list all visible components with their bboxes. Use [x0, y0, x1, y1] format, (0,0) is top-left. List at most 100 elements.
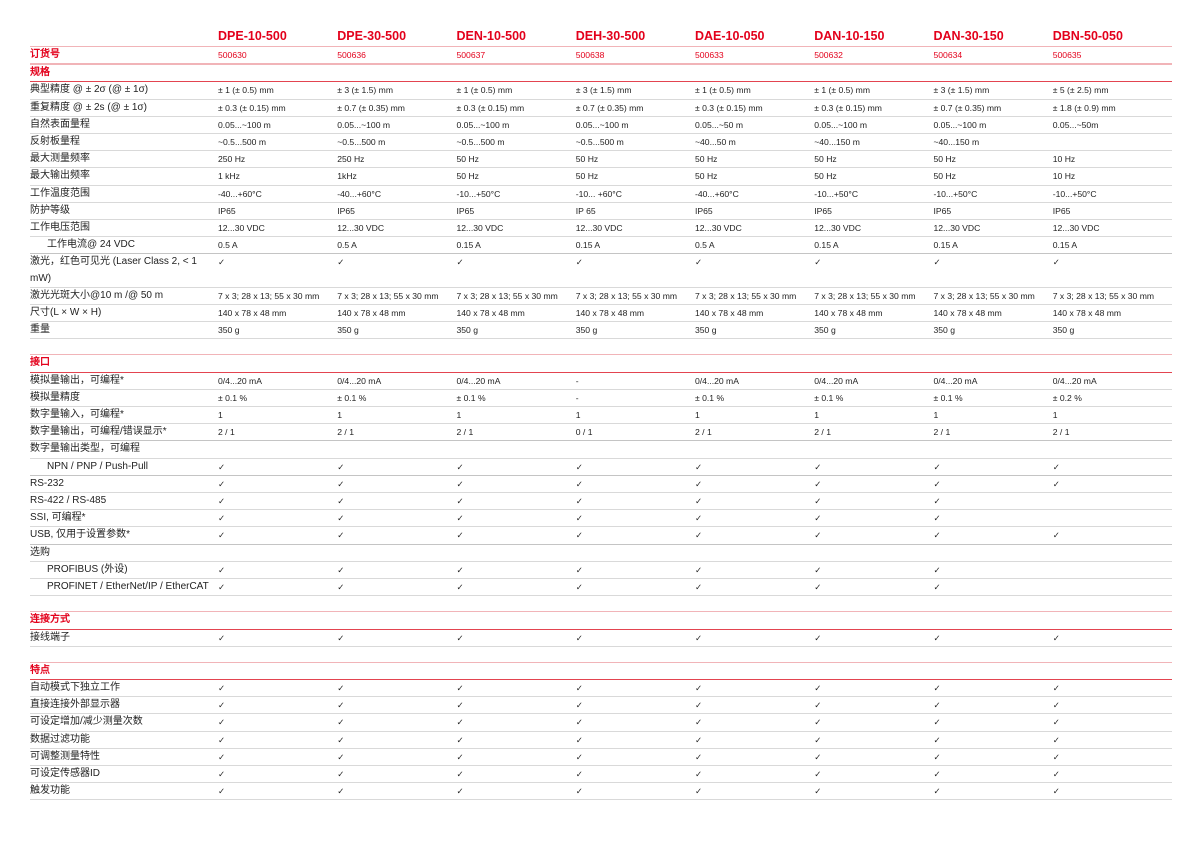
- row-label: 接线端子: [30, 631, 70, 643]
- table-row: 工作电流@ 24 VDC 0.5 A 0.5 A 0.15 A 0.15 A 0.5 A 0…: [30, 237, 1172, 255]
- cell-value: [218, 441, 337, 457]
- product-name: DAN-30-150: [933, 29, 1004, 43]
- check-icon: ✓: [575, 700, 583, 711]
- cell-value: 1: [814, 410, 820, 421]
- row-label: 模拟量输出，可编程*: [30, 374, 124, 386]
- check-icon: ✓: [218, 700, 226, 711]
- check-icon: ✓: [814, 478, 822, 489]
- check-icon: ✓: [337, 632, 345, 643]
- check-icon: ✓: [814, 530, 822, 541]
- section-spacer: [30, 647, 1172, 662]
- cell-value: 350 g: [575, 325, 598, 336]
- check-icon: ✓: [1052, 632, 1060, 643]
- product-name: DPE-30-500: [337, 29, 407, 43]
- cell-value: [1053, 441, 1172, 457]
- cell-value: 350 g: [933, 325, 956, 336]
- cell-value: ± 1 (± 0.5) mm: [456, 85, 513, 96]
- row-label: 工作温度范围: [30, 187, 90, 199]
- product-name: DAE-10-050: [695, 29, 765, 43]
- cell-value: 50 Hz: [575, 171, 599, 182]
- row-label: 模拟量精度: [30, 391, 80, 403]
- cell-value: ± 0.3 (± 0.15) mm: [218, 102, 286, 113]
- cell-value: 0.15 A: [933, 240, 958, 251]
- check-icon: ✓: [575, 632, 583, 643]
- cell-value: ± 0.1 %: [695, 392, 725, 403]
- cell-value: 2 / 1: [1052, 427, 1070, 438]
- section-title: 特点: [30, 664, 50, 676]
- cell-value: ~0.5...500 m: [337, 137, 386, 148]
- check-icon: ✓: [218, 496, 226, 507]
- table-row: 激光光斑大小@10 m /@ 50 m 7 x 3; 28 x 13; 55 x …: [30, 288, 1172, 306]
- check-icon: ✓: [1052, 682, 1060, 693]
- check-icon: ✓: [695, 717, 703, 728]
- table-row: 触发功能 ✓ ✓ ✓ ✓ ✓ ✓ ✓ ✓: [30, 783, 1172, 801]
- check-icon: ✓: [218, 751, 226, 762]
- section-title: 连接方式: [30, 614, 70, 626]
- table-row: 模拟量精度 ± 0.1 % ± 0.1 % ± 0.1 % - ± 0.1 % ± 0.1 …: [30, 390, 1172, 408]
- check-icon: ✓: [933, 478, 941, 489]
- cell-value: [934, 545, 1053, 561]
- header-blank: [30, 26, 218, 46]
- section-spacer: [30, 339, 1172, 354]
- table-row: 典型精度 @ ± 2σ (@ ± 1σ) ± 1 (± 0.5) mm ± 3 (±…: [30, 82, 1172, 100]
- check-icon: ✓: [337, 582, 345, 593]
- table-row: 防护等级 IP65 IP65 IP65 IP 65 IP65 IP65 IP65 IP65: [30, 203, 1172, 221]
- cell-value: 50 Hz: [814, 154, 837, 165]
- cell-value: 50 Hz: [695, 171, 718, 182]
- cell-value: 0/4...20 mA: [456, 375, 501, 386]
- check-icon: ✓: [933, 461, 941, 472]
- cell-value: 50 Hz: [933, 171, 956, 182]
- check-icon: ✓: [575, 582, 583, 593]
- row-label: 反射板量程: [30, 136, 80, 148]
- cell-value: ~0.5...500 m: [456, 137, 505, 148]
- product-name: DAN-10-150: [814, 29, 885, 43]
- cell-value: 12...30 VDC: [695, 223, 742, 234]
- cell-value: ± 0.3 (± 0.15) mm: [695, 102, 763, 113]
- cell-value: 0.5 A: [337, 240, 357, 251]
- cell-value: 0/4...20 mA: [218, 375, 262, 386]
- cell-value: ± 0.7 (± 0.35) mm: [933, 102, 1002, 113]
- check-icon: ✓: [337, 768, 345, 779]
- cell-value: 140 x 78 x 48 mm: [695, 308, 764, 319]
- table-row: 反射板量程 ~0.5...500 m ~0.5...500 m ~0.5...5…: [30, 134, 1172, 152]
- cell-value: 1: [933, 410, 939, 421]
- cell-value: 0.15 A: [814, 240, 839, 251]
- cell-value: 50 Hz: [575, 154, 599, 165]
- table-row: RS-232 ✓ ✓ ✓ ✓ ✓ ✓ ✓ ✓: [30, 476, 1172, 494]
- row-label: RS-232: [30, 477, 64, 489]
- table-row: SSI, 可编程* ✓ ✓ ✓ ✓ ✓ ✓ ✓: [30, 510, 1172, 528]
- check-icon: ✓: [575, 734, 583, 745]
- row-label: 工作电流@ 24 VDC: [47, 239, 135, 251]
- check-icon: ✓: [218, 768, 226, 779]
- check-icon: ✓: [1052, 461, 1060, 472]
- cell-value: 0.05...~50m: [1052, 119, 1099, 130]
- check-icon: ✓: [456, 700, 464, 711]
- check-icon: ✓: [456, 768, 464, 779]
- check-icon: ✓: [814, 682, 822, 693]
- row-label: 直接连接外部显示器: [30, 699, 120, 711]
- check-icon: ✓: [337, 682, 345, 693]
- check-icon: ✓: [337, 461, 345, 472]
- check-icon: ✓: [575, 530, 583, 541]
- cell-value: 140 x 78 x 48 mm: [575, 308, 645, 319]
- row-label: SSI, 可编程*: [30, 512, 86, 524]
- order-number: 500635: [1052, 50, 1082, 60]
- check-icon: ✓: [337, 700, 345, 711]
- cell-value: 50 Hz: [814, 171, 837, 182]
- check-icon: ✓: [337, 717, 345, 728]
- check-icon: ✓: [933, 717, 941, 728]
- check-icon: ✓: [933, 513, 941, 524]
- cell-value: ~40...150 m: [814, 137, 860, 148]
- check-icon: ✓: [933, 734, 941, 745]
- check-icon: ✓: [218, 717, 226, 728]
- cell-value: 7 x 3; 28 x 13; 55 x 30 mm: [933, 290, 1035, 301]
- cell-value: 1: [575, 410, 581, 421]
- row-label: PROFINET / EtherNet/IP / EtherCAT: [47, 581, 209, 593]
- cell-value: 140 x 78 x 48 mm: [933, 308, 1002, 319]
- row-label: USB, 仅用于设置参数*: [30, 529, 131, 541]
- check-icon: ✓: [695, 530, 703, 541]
- cell-value: 7 x 3; 28 x 13; 55 x 30 mm: [218, 290, 320, 301]
- cell-value: 2 / 1: [695, 427, 712, 438]
- cell-value: 0.5 A: [695, 240, 715, 251]
- cell-value: 7 x 3; 28 x 13; 55 x 30 mm: [456, 290, 558, 301]
